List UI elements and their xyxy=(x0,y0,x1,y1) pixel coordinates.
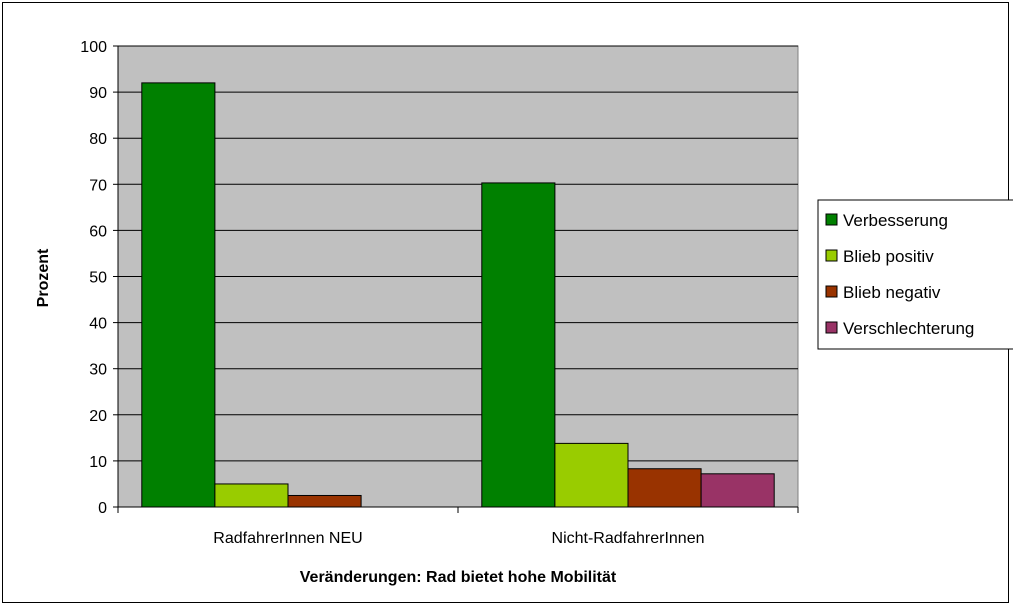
bar-blieb-positiv xyxy=(214,483,289,508)
axes xyxy=(113,45,799,513)
legend-label: Blieb positiv xyxy=(843,247,934,266)
legend-swatch xyxy=(825,213,838,226)
legend-swatch xyxy=(825,249,838,262)
legend: Verbesserung Blieb positiv Blieb negativ Ve… xyxy=(817,199,1013,350)
bar-verschlechterung xyxy=(700,473,775,508)
bar-verbesserung xyxy=(481,182,556,508)
bar-verbesserung xyxy=(141,82,216,508)
legend-label: Verbesserung xyxy=(843,211,948,230)
y-tick-label: 40 xyxy=(89,316,107,333)
y-tick-label: 50 xyxy=(89,270,107,287)
legend-swatch xyxy=(825,321,838,334)
bar-blieb-negativ xyxy=(627,468,702,508)
gridlines xyxy=(118,45,798,462)
y-axis-title: Prozent xyxy=(35,248,52,307)
y-tick-label: 90 xyxy=(89,85,107,102)
y-tick-label: 100 xyxy=(80,39,107,56)
x-category-label: Nicht-RadfahrerInnen xyxy=(552,530,705,547)
y-tick-label: 20 xyxy=(89,408,107,425)
legend-label: Verschlechterung xyxy=(843,319,974,338)
legend-box xyxy=(817,199,1013,350)
x-category-labels: RadfahrerInnen NEU Nicht-RadfahrerInnen xyxy=(213,530,704,547)
y-tick-label: 80 xyxy=(89,131,107,148)
bar-blieb-positiv xyxy=(554,442,629,508)
y-tick-label: 0 xyxy=(98,500,107,517)
legend-label: Blieb negativ xyxy=(843,283,941,302)
x-axis-title: Veränderungen: Rad bietet hohe Mobilität xyxy=(300,569,617,586)
y-tick-label: 70 xyxy=(89,177,107,194)
y-tick-label: 10 xyxy=(89,454,107,471)
y-tick-label: 30 xyxy=(89,362,107,379)
bar-blieb-negativ xyxy=(287,494,362,508)
legend-swatch xyxy=(825,285,838,298)
x-category-label: RadfahrerInnen NEU xyxy=(213,530,362,547)
y-tick-label: 60 xyxy=(89,223,107,240)
y-tick-labels: 0 10 20 30 40 50 60 70 80 90 100 xyxy=(80,39,107,517)
